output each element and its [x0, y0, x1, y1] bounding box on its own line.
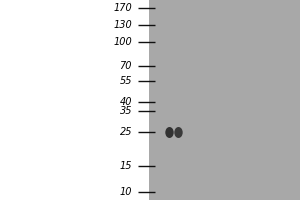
Text: 130: 130 [113, 20, 132, 30]
Ellipse shape [165, 127, 174, 138]
Text: 70: 70 [119, 61, 132, 71]
Text: 25: 25 [119, 127, 132, 137]
Text: 100: 100 [113, 37, 132, 47]
Bar [148, 0, 300, 200]
Text: 170: 170 [113, 3, 132, 13]
Text: 35: 35 [119, 106, 132, 116]
Text: 10: 10 [119, 187, 132, 197]
Ellipse shape [174, 127, 183, 138]
Text: 40: 40 [119, 97, 132, 107]
Text: 15: 15 [119, 161, 132, 171]
Text: 55: 55 [119, 76, 132, 86]
